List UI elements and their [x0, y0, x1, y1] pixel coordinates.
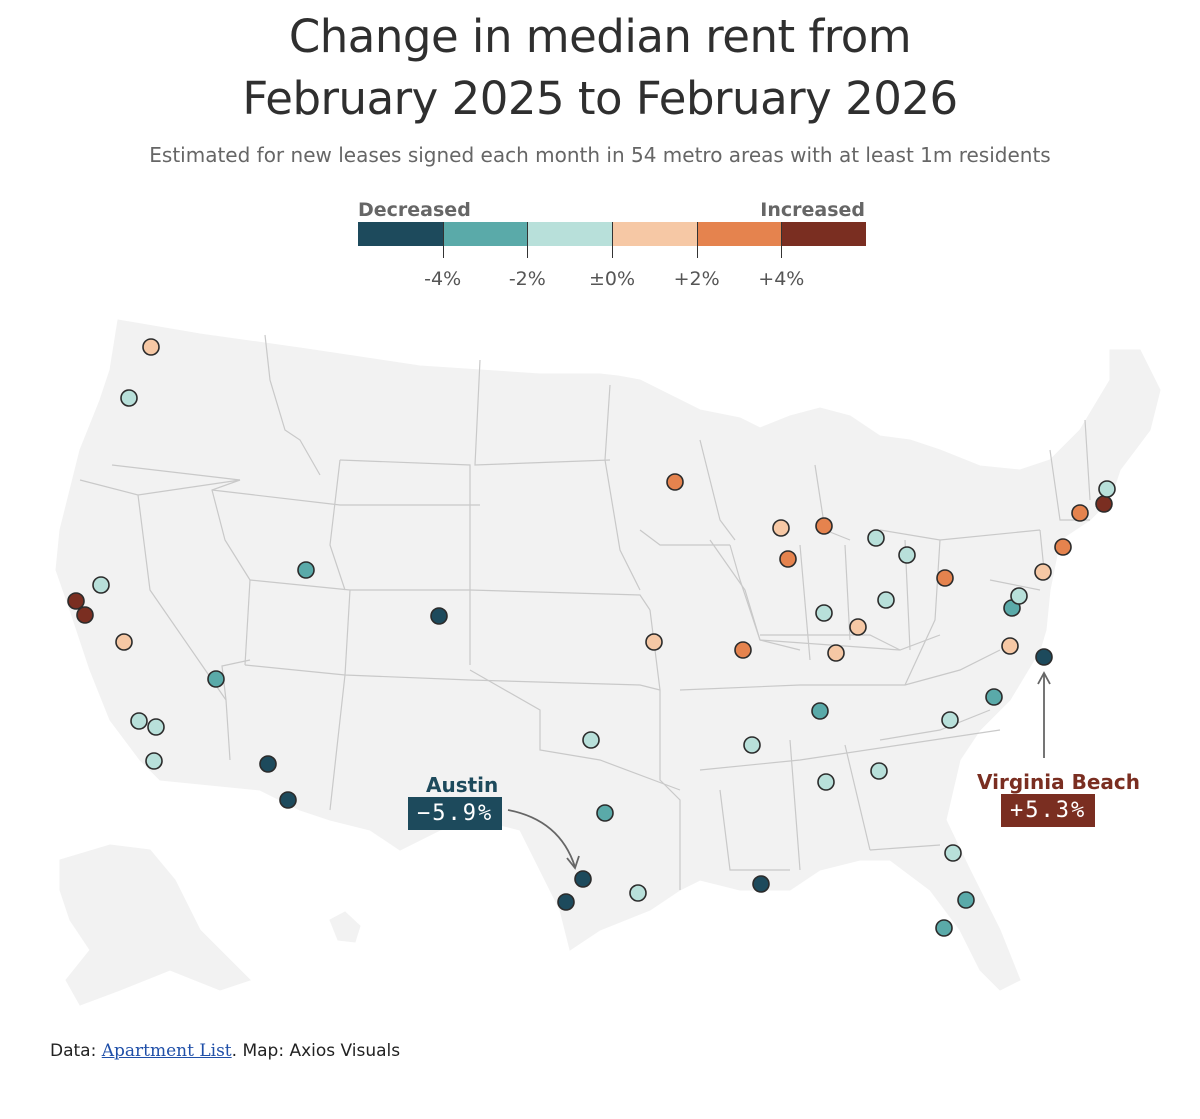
metro-dot[interactable] — [1035, 648, 1053, 666]
source-link[interactable]: Apartment List — [101, 1041, 232, 1061]
metro-dot[interactable] — [115, 633, 133, 651]
legend-swatch-2 — [527, 222, 613, 246]
metro-dot[interactable] — [1054, 538, 1072, 556]
metro-dot[interactable] — [935, 919, 953, 937]
metro-dot[interactable] — [1098, 480, 1116, 498]
legend-tick-label: +4% — [758, 268, 805, 290]
legend-tick-mark — [442, 222, 444, 258]
legend-tick-mark — [612, 222, 613, 258]
austin-arrowhead — [566, 855, 580, 870]
metro-dot[interactable] — [944, 844, 962, 862]
legend-swatch-1 — [442, 222, 528, 246]
legend-tick-mark — [696, 222, 698, 258]
title-line-1: Change in median rent from — [288, 10, 912, 63]
metro-dot[interactable] — [279, 791, 297, 809]
metro-dot[interactable] — [1095, 495, 1113, 513]
callout-arrows — [507, 671, 1051, 870]
metro-dots — [67, 338, 1116, 937]
legend-swatch-0 — [358, 222, 443, 246]
contiguous-us-shape — [55, 319, 1161, 991]
metro-dot[interactable] — [941, 711, 959, 729]
chart-title: Change in median rent from February 2025… — [0, 6, 1200, 130]
metro-dot[interactable] — [877, 591, 895, 609]
metro-dot[interactable] — [817, 773, 835, 791]
metro-dot[interactable] — [120, 389, 138, 407]
metro-dot[interactable] — [145, 752, 163, 770]
metro-dot[interactable] — [645, 633, 663, 651]
metro-dot[interactable] — [752, 875, 770, 893]
metro-dot[interactable] — [867, 529, 885, 547]
legend-tick-label: -2% — [508, 268, 546, 290]
metro-dot[interactable] — [582, 731, 600, 749]
austin-value: −5.9% — [408, 797, 503, 830]
metro-dot[interactable] — [67, 592, 85, 610]
us-land — [55, 319, 1161, 1006]
virginia-beach-label: Virginia Beach — [977, 770, 1140, 794]
metro-dot[interactable] — [1001, 637, 1019, 655]
legend-tick-label: +2% — [673, 268, 720, 290]
metro-dot[interactable] — [772, 519, 790, 537]
metro-dot[interactable] — [1071, 504, 1089, 522]
metro-dot[interactable] — [898, 546, 916, 564]
metro-dot[interactable] — [557, 893, 575, 911]
metro-dot[interactable] — [297, 561, 315, 579]
us-map — [55, 319, 1161, 1006]
metro-dot[interactable] — [130, 712, 148, 730]
legend-tick-mark — [527, 222, 529, 258]
hawaii-shape — [329, 911, 361, 943]
metro-dot[interactable] — [985, 688, 1003, 706]
legend-tick-label: -4% — [424, 268, 462, 290]
footer-prefix: Data: — [50, 1041, 102, 1061]
chart-subtitle: Estimated for new leases signed each mon… — [149, 143, 1051, 167]
metro-dot[interactable] — [666, 473, 684, 491]
legend-color-scale — [358, 222, 867, 246]
legend-decreased-label: Decreased — [358, 199, 471, 221]
austin-arrow — [507, 809, 576, 868]
legend-swatch-5 — [781, 222, 867, 246]
metro-dot[interactable] — [815, 604, 833, 622]
virginia-beach-value: +5.3% — [1001, 794, 1096, 827]
metro-dot[interactable] — [743, 736, 761, 754]
metro-dot[interactable] — [596, 804, 614, 822]
metro-dot[interactable] — [957, 891, 975, 909]
metro-dot[interactable] — [574, 870, 592, 888]
metro-dot[interactable] — [1034, 563, 1052, 581]
metro-dot[interactable] — [430, 607, 448, 625]
metro-dot[interactable] — [815, 517, 833, 535]
austin-label: Austin — [426, 773, 499, 797]
state-borders — [79, 334, 1091, 890]
legend-tick-mark — [781, 222, 783, 258]
legend-tick-label: ±0% — [588, 268, 636, 290]
legend-increased-label: Increased — [760, 199, 865, 221]
metro-dot[interactable] — [629, 884, 647, 902]
metro-dot[interactable] — [142, 338, 160, 356]
metro-dot[interactable] — [849, 618, 867, 636]
virginia-beach-arrowhead — [1037, 671, 1051, 685]
metro-dot[interactable] — [92, 576, 110, 594]
legend-swatch-3 — [612, 222, 697, 246]
metro-dot[interactable] — [811, 702, 829, 720]
legend-swatch-4 — [696, 222, 782, 246]
metro-dot[interactable] — [779, 550, 797, 568]
footer: Data: Apartment List. Map: Axios Visuals — [50, 1041, 400, 1061]
metro-dot[interactable] — [827, 644, 845, 662]
metro-dot[interactable] — [76, 606, 94, 624]
metro-dot[interactable] — [870, 762, 888, 780]
metro-dot[interactable] — [147, 718, 165, 736]
metro-dot[interactable] — [1010, 587, 1028, 605]
title-line-2: February 2025 to February 2026 — [242, 72, 958, 125]
metro-dot[interactable] — [259, 755, 277, 773]
footer-suffix: . Map: Axios Visuals — [231, 1041, 401, 1061]
metro-dot[interactable] — [734, 641, 752, 659]
metro-dot[interactable] — [936, 569, 954, 587]
alaska-shape — [59, 844, 251, 1006]
metro-dot[interactable] — [207, 670, 225, 688]
